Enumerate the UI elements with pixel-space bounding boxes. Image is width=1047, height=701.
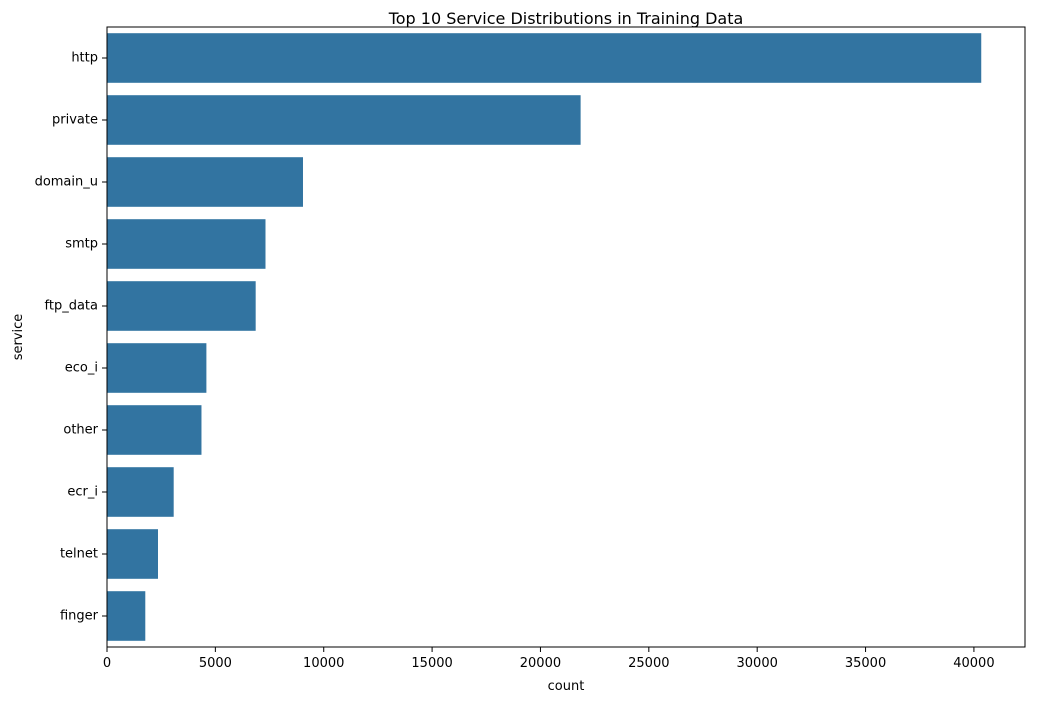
bar-smtp [107, 219, 266, 269]
x-tick-label: 35000 [845, 656, 886, 671]
x-axis-label: count [548, 679, 585, 694]
x-tick-label: 5000 [199, 656, 232, 671]
y-tick-label: telnet [60, 547, 98, 562]
bar-ftp_data [107, 281, 256, 331]
y-tick-label: finger [60, 609, 99, 624]
x-tick-label: 15000 [411, 656, 452, 671]
y-tick-label: eco_i [65, 361, 98, 376]
bar-finger [107, 591, 146, 641]
bar-ecr_i [107, 467, 174, 517]
y-axis-label: service [11, 314, 26, 361]
x-tick-label: 0 [103, 656, 111, 671]
bar-eco_i [107, 343, 207, 393]
x-tick-label: 30000 [737, 656, 778, 671]
x-tick-label: 20000 [520, 656, 561, 671]
y-tick-label: ftp_data [45, 299, 98, 314]
x-tick-label: 10000 [303, 656, 344, 671]
x-tick-label: 25000 [628, 656, 669, 671]
bar-other [107, 405, 202, 455]
y-tick-label: private [52, 113, 98, 128]
bar-private [107, 95, 581, 145]
chart-title: Top 10 Service Distributions in Training… [388, 9, 744, 28]
y-tick-label: domain_u [35, 175, 98, 190]
y-tick-label: http [71, 51, 98, 66]
x-tick-label: 40000 [953, 656, 994, 671]
bar-telnet [107, 529, 158, 579]
y-tick-label: smtp [65, 237, 98, 252]
bars-group [107, 33, 982, 641]
bar-http [107, 33, 982, 83]
plot-frame [106, 26, 1026, 648]
y-tick-label: other [63, 423, 98, 438]
bar-domain_u [107, 157, 303, 207]
y-tick-label: ecr_i [67, 485, 98, 500]
x-axis-ticks: 0 5000 10000 15000 20000 25000 30000 35000 40000 [103, 647, 995, 671]
